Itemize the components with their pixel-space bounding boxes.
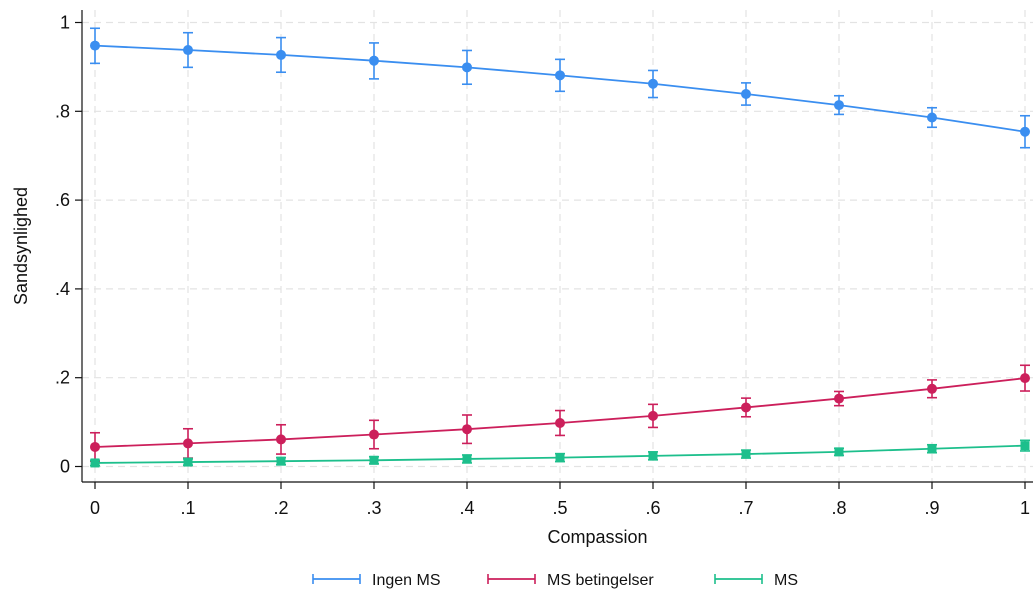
data-point	[927, 444, 937, 454]
data-point	[834, 393, 844, 404]
data-point	[276, 434, 286, 445]
series	[90, 27, 1030, 468]
y-tick-label: .2	[55, 368, 70, 388]
x-tick-label: .4	[459, 498, 474, 518]
data-point	[648, 78, 658, 89]
x-tick-label: .2	[273, 498, 288, 518]
data-point	[741, 88, 751, 99]
y-tick-label: .6	[55, 190, 70, 210]
y-tick-label: .4	[55, 279, 70, 299]
x-tick-label: .3	[366, 498, 381, 518]
data-point	[90, 40, 100, 51]
x-axis-title: Compassion	[547, 527, 647, 547]
legend-item: MS betingelser	[487, 572, 654, 589]
x-tick-label: .1	[180, 498, 195, 518]
y-tick-label: .8	[55, 101, 70, 121]
data-point	[648, 410, 658, 421]
data-point	[369, 455, 379, 465]
data-point	[183, 457, 193, 467]
x-tick-label: .7	[738, 498, 753, 518]
y-axis-title: Sandsynlighed	[11, 187, 31, 305]
data-point	[276, 49, 286, 60]
data-point	[462, 454, 472, 464]
ticks: 0 .1 .2 .3 .4 .5 .6 .7 .8 .9 1 0 .2 .4 .6 .8 1	[55, 13, 1030, 519]
legend-item: MS	[714, 572, 798, 589]
data-point	[369, 429, 379, 440]
data-point	[834, 447, 844, 457]
x-tick-label: .8	[831, 498, 846, 518]
data-point	[462, 62, 472, 73]
legend: Ingen MS MS betingelser MS	[312, 572, 798, 589]
data-point	[183, 438, 193, 449]
data-point	[90, 441, 100, 452]
data-point	[1020, 441, 1030, 451]
data-point	[1020, 126, 1030, 137]
x-tick-label: .6	[645, 498, 660, 518]
x-tick-label: 0	[90, 498, 100, 518]
data-point	[927, 383, 937, 394]
data-point	[90, 458, 100, 468]
data-point	[648, 451, 658, 461]
series-1	[90, 364, 1030, 462]
data-point	[555, 70, 565, 81]
data-point	[741, 402, 751, 413]
data-point	[183, 45, 193, 56]
x-tick-label: .5	[552, 498, 567, 518]
legend-label: Ingen MS	[372, 572, 440, 589]
data-point	[555, 417, 565, 428]
data-point	[741, 449, 751, 459]
series-0	[90, 27, 1030, 149]
series-2	[90, 439, 1030, 468]
legend-label: MS betingelser	[547, 572, 654, 589]
data-point	[369, 55, 379, 66]
y-tick-label: 0	[60, 457, 70, 477]
x-tick-label: .9	[924, 498, 939, 518]
data-point	[927, 112, 937, 123]
data-point	[834, 100, 844, 111]
axes	[81, 10, 1033, 483]
y-tick-label: 1	[60, 13, 70, 33]
data-point	[276, 456, 286, 466]
x-tick-label: 1	[1020, 498, 1030, 518]
legend-label: MS	[774, 572, 798, 589]
data-point	[462, 424, 472, 435]
data-point	[1020, 373, 1030, 384]
data-point	[555, 453, 565, 463]
legend-item: Ingen MS	[312, 572, 440, 589]
